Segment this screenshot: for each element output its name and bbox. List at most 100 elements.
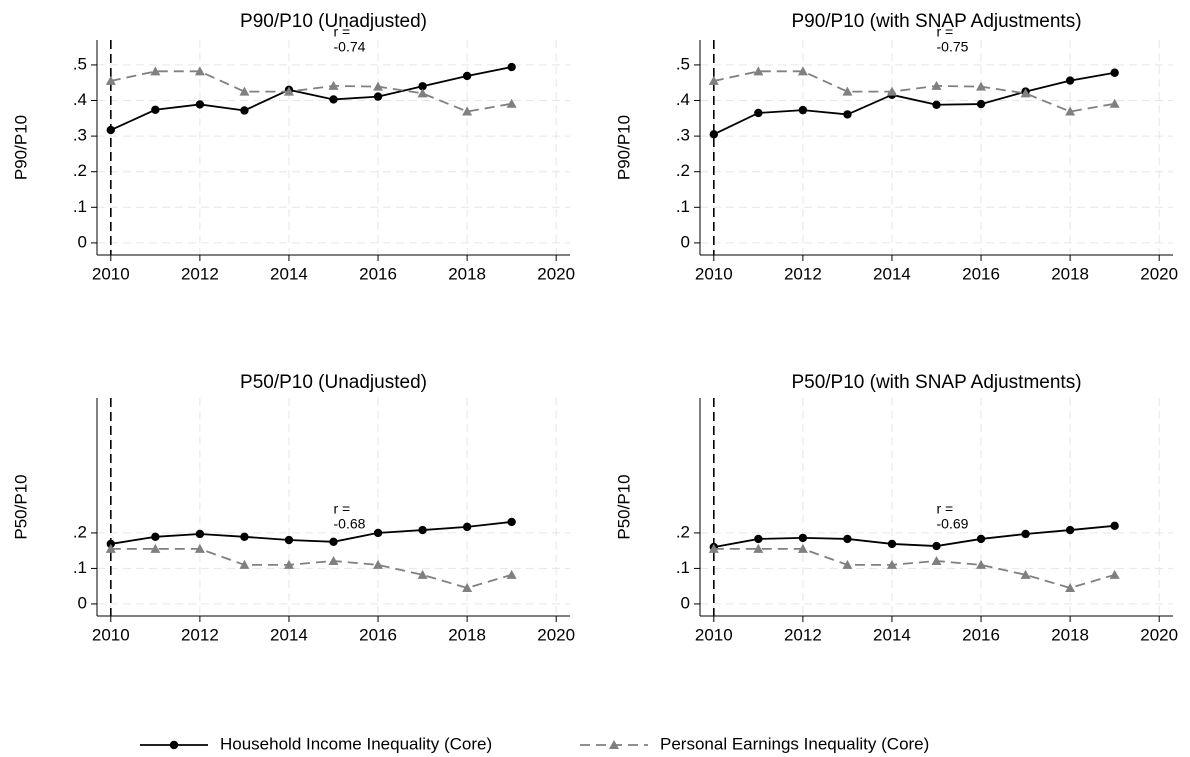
point bbox=[1065, 525, 1075, 535]
point bbox=[105, 543, 116, 553]
y-tick-label: .1 bbox=[73, 558, 87, 577]
y-tick-label: .1 bbox=[676, 558, 690, 577]
x-tick-label: 2014 bbox=[873, 264, 911, 283]
y-tick-label: 0 bbox=[681, 593, 690, 612]
x-tick-label: 2020 bbox=[537, 625, 575, 644]
point bbox=[283, 559, 294, 569]
y-tick-label: 0 bbox=[681, 232, 690, 251]
point bbox=[150, 543, 161, 553]
series-line bbox=[713, 71, 1115, 136]
point bbox=[798, 105, 808, 115]
point bbox=[373, 528, 383, 538]
x-tick-label: 2018 bbox=[448, 264, 486, 283]
series-line bbox=[110, 66, 512, 131]
point bbox=[708, 75, 719, 85]
y-tick-label: 0 bbox=[78, 232, 87, 251]
point bbox=[932, 541, 941, 551]
annotation: -0.74 bbox=[334, 39, 366, 55]
point bbox=[842, 559, 853, 569]
point bbox=[507, 62, 516, 72]
x-tick-label: 2018 bbox=[1051, 264, 1089, 283]
annotation: -0.69 bbox=[937, 516, 969, 532]
series-line bbox=[713, 547, 1115, 589]
point bbox=[418, 82, 427, 91]
annotation: r = bbox=[334, 24, 351, 40]
y-tick-label: .4 bbox=[73, 90, 87, 109]
annotation: -0.75 bbox=[937, 39, 969, 55]
panel-title: P90/P10 (with SNAP Adjustments) bbox=[791, 11, 1081, 32]
point bbox=[507, 517, 516, 527]
point bbox=[1110, 521, 1119, 531]
y-tick-label: .2 bbox=[676, 161, 690, 180]
point bbox=[886, 559, 897, 569]
y-tick-label: .1 bbox=[676, 197, 690, 216]
point bbox=[151, 532, 160, 542]
panel-title: P90/P10 (Unadjusted) bbox=[240, 11, 427, 32]
panel: P50/P10 (Unadjusted) P50/P10 0 .1 .2 2010 2012… bbox=[11, 372, 575, 644]
point bbox=[328, 80, 339, 90]
point bbox=[932, 100, 941, 109]
y-axis-label: P90/P10 bbox=[11, 115, 30, 180]
point bbox=[976, 81, 987, 91]
point bbox=[797, 543, 808, 553]
series-line bbox=[110, 547, 512, 589]
point bbox=[843, 110, 852, 119]
series-line bbox=[713, 70, 1115, 113]
x-tick-label: 2010 bbox=[695, 264, 733, 283]
point bbox=[1020, 88, 1031, 98]
point bbox=[931, 80, 942, 90]
point bbox=[609, 740, 619, 749]
x-tick-label: 2020 bbox=[537, 264, 575, 283]
point bbox=[462, 522, 472, 532]
x-tick-label: 2016 bbox=[359, 625, 397, 644]
legend-label: Personal Earnings Inequality (Core) bbox=[660, 734, 929, 753]
point bbox=[239, 86, 250, 96]
series-line bbox=[110, 521, 512, 545]
point bbox=[1110, 68, 1119, 77]
point bbox=[106, 125, 116, 135]
point bbox=[1109, 98, 1120, 108]
x-tick-label: 2014 bbox=[270, 264, 308, 283]
x-tick-label: 2020 bbox=[1140, 625, 1178, 644]
point bbox=[506, 98, 517, 108]
y-tick-label: .2 bbox=[676, 522, 690, 541]
y-tick-label: .2 bbox=[73, 522, 87, 541]
point bbox=[417, 88, 428, 98]
x-tick-label: 2012 bbox=[181, 625, 219, 644]
panel: P50/P10 (with SNAP Adjustments) P50/P10 0.… bbox=[614, 372, 1178, 644]
y-axis-label: P50/P10 bbox=[11, 474, 30, 539]
point bbox=[194, 66, 205, 76]
point bbox=[373, 559, 384, 569]
point bbox=[754, 108, 763, 118]
point bbox=[931, 555, 942, 565]
point bbox=[240, 106, 249, 115]
annotation: r = bbox=[937, 501, 954, 517]
point bbox=[753, 66, 764, 76]
y-tick-label: .5 bbox=[73, 54, 87, 73]
point bbox=[418, 525, 427, 535]
y-tick-label: 0 bbox=[78, 593, 87, 612]
x-tick-label: 2016 bbox=[359, 264, 397, 283]
x-tick-label: 2014 bbox=[873, 625, 911, 644]
y-tick-label: .4 bbox=[676, 90, 690, 109]
panel: P90/P10 (with SNAP Adjustments) P90/P10 0.… bbox=[614, 11, 1178, 283]
point bbox=[373, 92, 383, 101]
annotation: -0.68 bbox=[334, 516, 366, 532]
point bbox=[976, 534, 986, 544]
point bbox=[976, 99, 986, 109]
y-tick-label: .3 bbox=[676, 126, 690, 145]
x-tick-label: 2016 bbox=[962, 264, 1000, 283]
x-tick-label: 2010 bbox=[92, 264, 130, 283]
point bbox=[976, 559, 987, 569]
legend-label: Household Income Inequality (Core) bbox=[220, 734, 492, 753]
point bbox=[1065, 582, 1076, 592]
panel: P90/P10 (Unadjusted) P90/P10 0 .1 .2 .3 .4 .5 20… bbox=[11, 11, 575, 283]
x-tick-label: 2016 bbox=[962, 625, 1000, 644]
point bbox=[329, 95, 338, 104]
point bbox=[373, 81, 384, 91]
point bbox=[886, 86, 897, 96]
point bbox=[169, 740, 179, 750]
annotation: r = bbox=[334, 501, 351, 517]
point bbox=[151, 105, 160, 114]
